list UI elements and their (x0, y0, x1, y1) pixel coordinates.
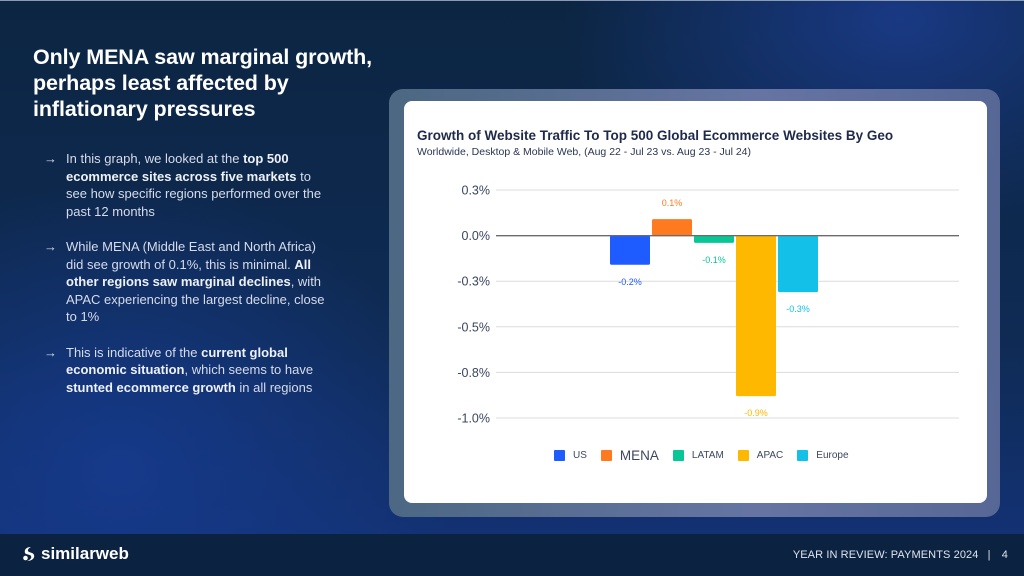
footer: similarweb YEAR IN REVIEW: PAYMENTS 2024… (0, 534, 1024, 576)
bullet-item: → While MENA (Middle East and North Afric… (44, 238, 334, 326)
bar-mena (652, 219, 692, 236)
similarweb-logo: similarweb (22, 544, 129, 564)
bar-europe (778, 235, 818, 293)
top-border (0, 0, 1024, 1)
arrow-right-icon: → (44, 344, 57, 360)
bullet-emphasis: current global economic situation (66, 344, 288, 378)
bullet-text: While MENA (Middle East and North Africa… (66, 239, 316, 272)
legend-label: APAC (756, 450, 784, 461)
logo-text: similarweb (41, 544, 129, 563)
arrow-right-icon: → (44, 239, 57, 254)
legend-item-mena[interactable]: MENA (600, 448, 659, 463)
similarweb-logo-icon (23, 547, 35, 561)
bullet-text: , with APAC experiencing the largest dec… (66, 274, 325, 324)
y-tick-label: -0.5% (457, 320, 490, 334)
data-label-mena: 0.1% (662, 198, 683, 208)
data-label-apac: -0.9% (744, 408, 768, 418)
bar-latam (694, 235, 734, 243)
bar-chart: 0.3% 0.0% -0.3% -0.5% -0.8% -1.0% -0.2% 0.1% -0.… (457, 184, 959, 426)
y-tick-label: -0.3% (457, 275, 490, 289)
legend-swatch (737, 450, 749, 461)
legend-label: LATAM (691, 450, 724, 461)
legend-swatch (672, 450, 684, 461)
chart-card: Growth of Website Traffic To Top 500 Glo… (404, 101, 987, 503)
arrow-right-icon: → (44, 151, 57, 166)
report-title: YEAR IN REVIEW: PAYMENTS 2024 (792, 549, 979, 561)
chart-subtitle: Worldwide, Desktop & Mobile Web, (Aug 22… (417, 146, 752, 158)
legend-item-apac[interactable]: APAC (737, 450, 784, 461)
bullet-text: in all regions (235, 379, 313, 395)
bullet-emphasis: top 500 ecommerce sites across five mark… (66, 151, 297, 184)
footer-separator: | (987, 549, 991, 561)
data-label-latam: -0.1% (702, 255, 726, 265)
y-tick-label: 0.3% (462, 184, 491, 198)
bullet-item: → In this graph, we looked at the top 500… (44, 150, 334, 220)
slide-headline: Only MENA saw marginal growth, perhaps l… (33, 45, 373, 121)
chart-title: Growth of Website Traffic To Top 500 Glo… (417, 128, 894, 143)
bullet-text: In this graph, we looked at the (66, 151, 244, 166)
legend-item-latam[interactable]: LATAM (672, 450, 724, 461)
bullet-text: This is indicative of the (66, 344, 202, 360)
y-tick-label: 0.0% (462, 229, 491, 243)
bullet-item: → This is indicative of the current globa… (44, 344, 334, 397)
legend-swatch (797, 450, 809, 461)
bullet-emphasis: stunted ecommerce growth (66, 379, 236, 395)
legend-swatch (554, 450, 565, 461)
legend-label: US (573, 450, 587, 461)
footer-report-label: YEAR IN REVIEW: PAYMENTS 2024 | 4 (793, 549, 1008, 561)
data-label-us: -0.2% (618, 277, 642, 287)
legend-label: MENA (619, 448, 659, 463)
data-label-europe: -0.3% (786, 304, 810, 314)
y-tick-label: -1.0% (457, 412, 490, 426)
legend-item-europe[interactable]: Europe (797, 450, 849, 461)
legend-item-us[interactable]: US (554, 450, 587, 461)
bullet-text: to see how specific regions performed ov… (66, 168, 322, 219)
bullet-text: , which seems to have (184, 362, 314, 377)
page-number: 4 (1001, 549, 1008, 561)
bar-us (610, 235, 650, 265)
legend-swatch (600, 450, 612, 461)
bullet-emphasis: All other regions saw marginal declines (66, 256, 311, 290)
chart-legend: US MENA LATAM APAC Europe (554, 448, 863, 463)
y-tick-label: -0.8% (457, 366, 490, 380)
bar-apac (736, 235, 776, 397)
legend-label: Europe (816, 450, 849, 461)
bullet-list: → In this graph, we looked at the top 500… (44, 150, 334, 414)
